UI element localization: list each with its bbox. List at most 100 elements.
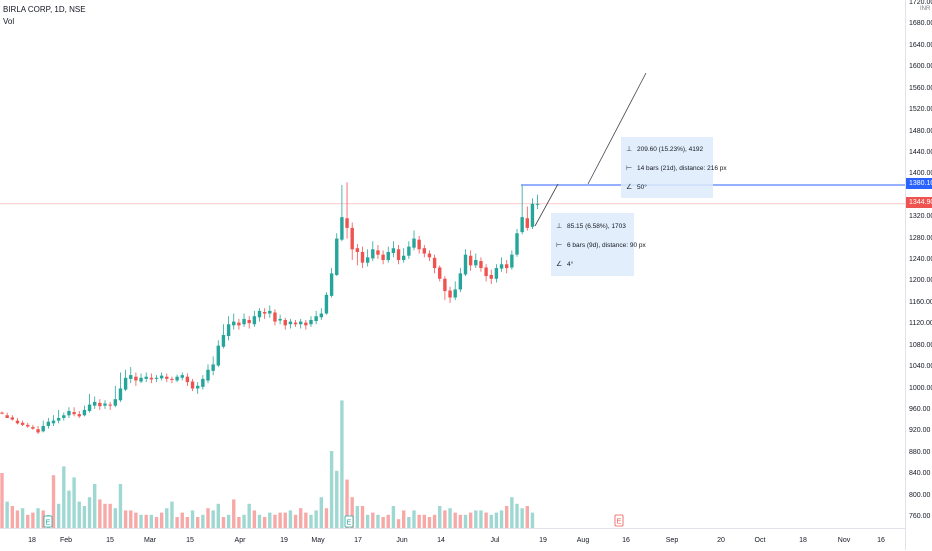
volume-bar bbox=[525, 506, 529, 528]
volume-bar bbox=[422, 514, 426, 528]
candle-body bbox=[304, 322, 308, 326]
volume-bar bbox=[72, 477, 76, 528]
volume-bar bbox=[51, 475, 56, 528]
earnings-marker bbox=[344, 515, 354, 528]
candle-body bbox=[453, 289, 457, 298]
measure-lower-angle: 4° bbox=[567, 261, 574, 268]
volume-bar bbox=[499, 510, 504, 528]
candle-body bbox=[402, 255, 406, 260]
volume-bar bbox=[237, 517, 241, 528]
volume-bar bbox=[154, 517, 159, 528]
volume-bar bbox=[113, 508, 117, 528]
candle-body bbox=[221, 334, 226, 347]
time-tick: 14 bbox=[437, 537, 445, 544]
volume-bar bbox=[221, 517, 226, 528]
price-axis[interactable]: INR 1380.10 1344.90 1720.00 1680.00 1640.0… bbox=[905, 0, 932, 550]
candle-body bbox=[134, 376, 138, 381]
candle-body bbox=[262, 311, 267, 314]
volume-bar bbox=[474, 510, 478, 528]
volume-bar bbox=[149, 514, 154, 528]
candle-body bbox=[10, 417, 14, 420]
volume-bar bbox=[62, 466, 66, 528]
volume-bar bbox=[484, 512, 488, 528]
time-tick: 16 bbox=[622, 537, 630, 544]
candle-body bbox=[139, 377, 143, 382]
volume-bar bbox=[273, 514, 277, 528]
candle-body bbox=[46, 421, 51, 426]
price-tick: 1520.00 bbox=[909, 106, 932, 114]
candle-body bbox=[386, 251, 390, 260]
volume-bar bbox=[226, 514, 231, 528]
candle-body bbox=[299, 321, 303, 325]
candle-body bbox=[118, 388, 123, 401]
price-tick: 1040.00 bbox=[909, 363, 932, 371]
volume-bar bbox=[453, 512, 457, 528]
candle-body bbox=[376, 250, 380, 255]
price-tick: 1000.00 bbox=[909, 384, 932, 392]
symbol-title[interactable]: BIRLA CORP, 1D, NSE bbox=[3, 5, 86, 14]
measure-tooltip-lower: ⊥ 85.15 (6.58%), 1703 ⊢ 6 bars (9d), dista… bbox=[551, 213, 646, 276]
volume-bar bbox=[510, 497, 514, 528]
volume-legend[interactable]: Vol bbox=[3, 17, 15, 26]
candle-body bbox=[510, 254, 514, 268]
volume-bar bbox=[417, 514, 421, 528]
price-tick: 1640.00 bbox=[909, 41, 932, 49]
price-tick: 1200.00 bbox=[909, 277, 932, 285]
candle-body bbox=[216, 345, 220, 366]
measure-lower-bars: 6 bars (9d), distance: 90 px bbox=[567, 242, 646, 249]
volume-bar bbox=[432, 514, 437, 528]
volume-bar bbox=[56, 503, 61, 528]
candle-body bbox=[242, 318, 246, 325]
volume-bar bbox=[371, 512, 375, 528]
volume-bar bbox=[402, 510, 406, 528]
candle-body bbox=[113, 399, 117, 406]
candle-body bbox=[355, 248, 360, 252]
candle-body bbox=[396, 249, 401, 260]
volume-bar bbox=[505, 506, 509, 528]
volume-bar bbox=[103, 503, 107, 528]
candle-body bbox=[149, 377, 154, 380]
volume-bar bbox=[139, 514, 143, 528]
volume-bar bbox=[376, 514, 380, 528]
volume-bar bbox=[67, 490, 71, 528]
candle-body bbox=[15, 420, 20, 424]
volume-bar bbox=[201, 514, 205, 528]
candle-body bbox=[20, 422, 25, 425]
volume-bar bbox=[5, 501, 9, 528]
volume-bar bbox=[443, 510, 447, 528]
volume-bar bbox=[232, 499, 236, 528]
volume-bar bbox=[129, 510, 133, 528]
volume-bar bbox=[118, 484, 123, 528]
candle-body bbox=[247, 319, 251, 324]
volume-bar bbox=[391, 506, 396, 528]
time-tick: Nov bbox=[837, 537, 851, 544]
candle-body bbox=[129, 375, 133, 379]
candle-body bbox=[196, 385, 200, 389]
line-price-badge: 1380.10 bbox=[906, 178, 932, 189]
chart-pane[interactable]: E E E BIRLA CORP, 1D, NSE Vol ⊥ 209.60 (15.… bbox=[0, 0, 905, 528]
volume-bar bbox=[206, 508, 210, 528]
price-tick: 800.00 bbox=[909, 491, 931, 499]
candle-body bbox=[67, 410, 71, 416]
volume-bar bbox=[10, 506, 14, 528]
earnings-marker-label: E bbox=[347, 520, 352, 527]
candle-body bbox=[530, 203, 535, 227]
candle-body bbox=[232, 321, 236, 326]
volume-bar bbox=[448, 508, 452, 528]
candle-body bbox=[98, 402, 102, 407]
volume-bar bbox=[396, 519, 401, 528]
price-tick: 1160.00 bbox=[909, 298, 932, 306]
candle-body bbox=[226, 324, 231, 337]
volume-bar bbox=[314, 510, 318, 528]
time-tick: Oct bbox=[754, 537, 766, 544]
time-tick: 19 bbox=[539, 537, 547, 544]
time-axis[interactable]: 18 Feb 15 Mar 15 Apr 19 May 17 Jun 14 Jul 19 Aug 16 Sep… bbox=[0, 528, 905, 551]
candle-body bbox=[438, 267, 442, 279]
candle-body bbox=[345, 218, 349, 228]
angle-icon: ∠ bbox=[556, 261, 563, 268]
time-tick: 18 bbox=[799, 537, 807, 544]
price-tick: 880.00 bbox=[909, 448, 931, 456]
volume-bar bbox=[190, 510, 195, 528]
volume-bar bbox=[20, 508, 25, 528]
